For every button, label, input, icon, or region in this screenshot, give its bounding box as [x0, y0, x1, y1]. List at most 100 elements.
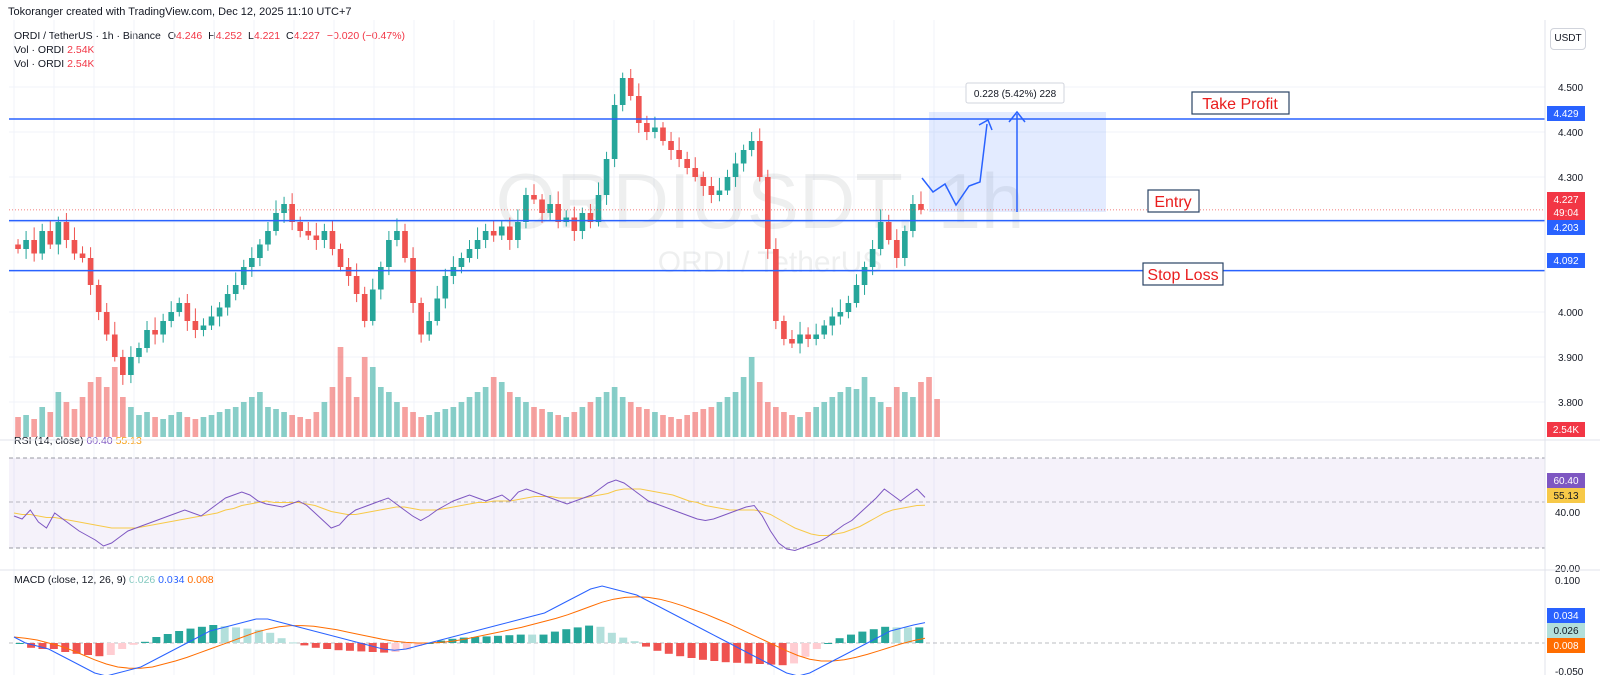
volume-bar	[208, 415, 215, 437]
volume-bar	[369, 367, 376, 437]
volume-bar	[764, 402, 771, 437]
take-profit-label: Take Profit	[1202, 96, 1278, 113]
macd-hist-bar	[642, 643, 650, 647]
macd-hist-bar	[232, 627, 241, 643]
volume-bar	[297, 417, 304, 437]
volume-bar	[329, 387, 336, 437]
stop-loss-badge	[1547, 253, 1585, 268]
volume-bar	[31, 419, 37, 437]
volume-bar	[176, 412, 183, 437]
candle-body	[466, 249, 473, 258]
take-profit-box[interactable]	[1191, 91, 1290, 115]
candle-body	[902, 231, 908, 258]
candle-body	[418, 303, 424, 335]
currency-button[interactable]: USDT	[1550, 28, 1586, 50]
volume-bar	[281, 412, 287, 437]
volume-bar	[781, 412, 787, 437]
chart-credit: Tokoranger created with TradingView.com,…	[8, 6, 352, 18]
candle-body	[490, 231, 497, 236]
candle-body	[265, 231, 271, 245]
macd-hist-bar	[630, 641, 639, 643]
volume-bar	[394, 402, 400, 437]
volume-legend-1[interactable]: Vol · ORDI 2.54K	[14, 44, 95, 56]
entry-box[interactable]	[1147, 189, 1200, 213]
candle-body	[627, 78, 634, 96]
stop-loss-badge-text: 4.092	[1553, 256, 1578, 267]
take-profit-badge	[1547, 106, 1585, 121]
candle-body	[764, 177, 771, 249]
macd-legend[interactable]: MACD (close, 12, 26, 9) 0.026 0.034 0.00…	[14, 574, 214, 586]
candle-body	[410, 258, 416, 303]
candle-body	[587, 213, 594, 222]
measure-label-box	[965, 82, 1065, 104]
candle-body	[353, 276, 360, 294]
volume-bar	[321, 402, 328, 437]
volume-bar	[523, 402, 529, 437]
volume-bar	[490, 377, 497, 437]
stop-loss-box[interactable]	[1142, 262, 1224, 286]
volume-bar	[740, 377, 747, 437]
macd-hist-bar	[84, 643, 93, 655]
volume-bar	[289, 415, 295, 437]
volume-legend-2[interactable]: Vol · ORDI 2.54K	[14, 58, 95, 70]
volume-bar	[305, 419, 312, 437]
volume-bar	[249, 397, 255, 437]
candle-body	[579, 213, 586, 231]
volume-bar	[708, 407, 715, 437]
macd-hist-bar	[459, 637, 468, 643]
candle-body	[39, 231, 46, 254]
candle-body	[635, 96, 642, 123]
volume-bar	[63, 402, 70, 437]
candle-body	[192, 321, 199, 330]
volume-bar	[563, 417, 570, 437]
volume-bar	[87, 382, 94, 437]
volume-bar	[152, 417, 158, 437]
macd-hist-bar	[300, 643, 309, 646]
volume-bar	[595, 397, 602, 437]
macd-hist-bar	[402, 643, 411, 650]
candle-body	[450, 267, 457, 276]
volume-bar	[531, 407, 537, 437]
rsi-line	[13, 479, 926, 552]
macd-hist-bar	[220, 626, 229, 643]
volume-bar	[474, 392, 481, 437]
candle-body	[386, 240, 392, 267]
macd-hist-bar	[311, 643, 320, 648]
macd-hist-bar	[334, 643, 343, 651]
projected-path[interactable]	[921, 123, 988, 207]
macd-hist-bar	[778, 643, 787, 666]
macd-title: MACD (close, 12, 26, 9)	[14, 574, 127, 586]
volume-bar	[240, 402, 247, 437]
candle-body	[918, 204, 924, 210]
volume-bar	[700, 409, 707, 437]
candle-body	[515, 222, 521, 240]
volume-bar	[216, 412, 223, 437]
volume-badge-text: 2.54K	[1553, 425, 1579, 436]
rsi-legend[interactable]: RSI (14, close) 60.40 55.13	[14, 435, 142, 447]
candle-body	[531, 195, 537, 200]
candle-body	[708, 186, 715, 195]
volume-bar	[273, 409, 279, 437]
macd-hist-bar	[801, 643, 810, 657]
volume-bar	[506, 392, 513, 437]
volume-bar	[821, 402, 828, 437]
macd-hist-bar	[607, 632, 616, 643]
macd-hist-bar	[755, 643, 764, 664]
grid	[9, 20, 1545, 675]
candle-body	[692, 168, 699, 177]
volume-bar	[458, 402, 465, 437]
volume-bar	[555, 415, 562, 437]
macd-hist-value: 0.026	[128, 574, 156, 586]
candle-body	[853, 285, 860, 303]
volume-bar	[15, 417, 21, 437]
volume-bar	[861, 377, 868, 437]
macd-hist-bar	[323, 643, 332, 649]
measure-label: 0.228 (5.42%) 228	[974, 89, 1057, 100]
volume-bar	[756, 382, 763, 437]
volume-bars	[15, 347, 940, 437]
volume-value: 2.54K	[67, 58, 95, 70]
candle-body	[79, 253, 86, 258]
price-axis[interactable]: 4.5004.4004.3004.2004.0003.9003.80040.00…	[1555, 83, 1584, 675]
macd-hist-bar	[687, 643, 696, 658]
